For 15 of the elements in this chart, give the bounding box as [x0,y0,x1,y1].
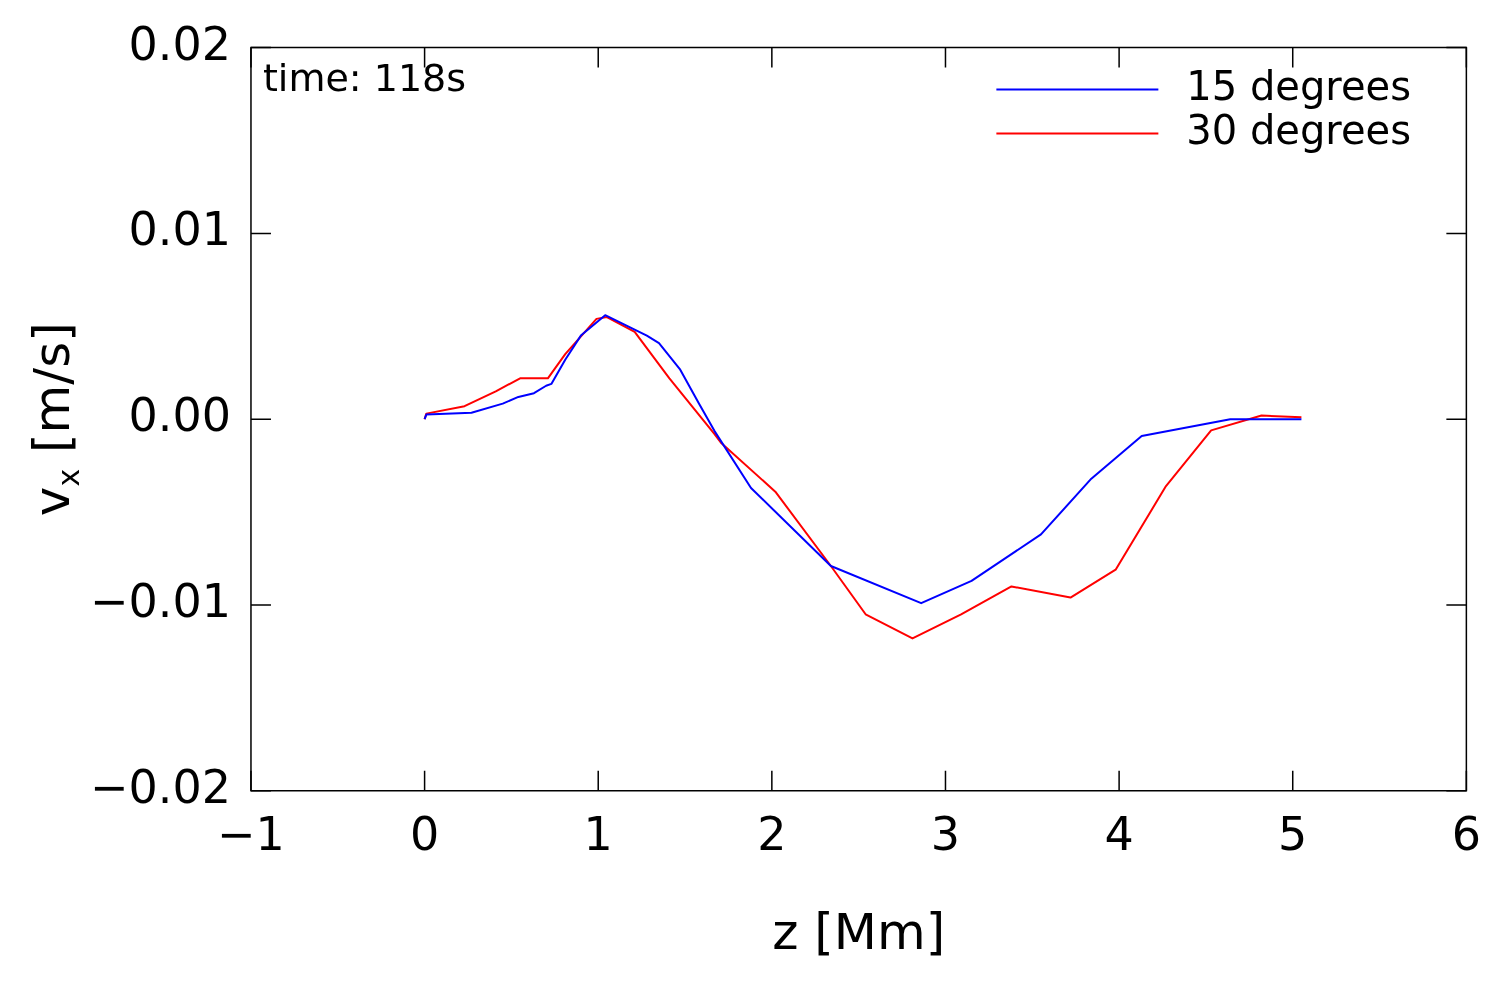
x-tick-label: 0 [409,807,440,862]
x-axis-title: z [Mm] [772,902,946,961]
x-tick-label: 2 [757,807,787,862]
legend-label: 15 degrees [1186,62,1412,109]
annotation: time: 118s [262,56,467,101]
y-axis-title: vx [m/s] [22,322,86,517]
x-tick-label: 4 [1104,807,1134,862]
y-tick-label: 0.01 [128,202,231,257]
y-tick-label: 0.00 [128,388,231,443]
x-tick-label: 3 [930,807,961,862]
y-tick-label: −0.01 [90,573,231,628]
x-tick-label: 5 [1278,807,1308,862]
x-tick-label: 1 [583,807,613,862]
x-tick-label: 6 [1451,807,1482,862]
y-tick-label: 0.02 [128,16,231,71]
